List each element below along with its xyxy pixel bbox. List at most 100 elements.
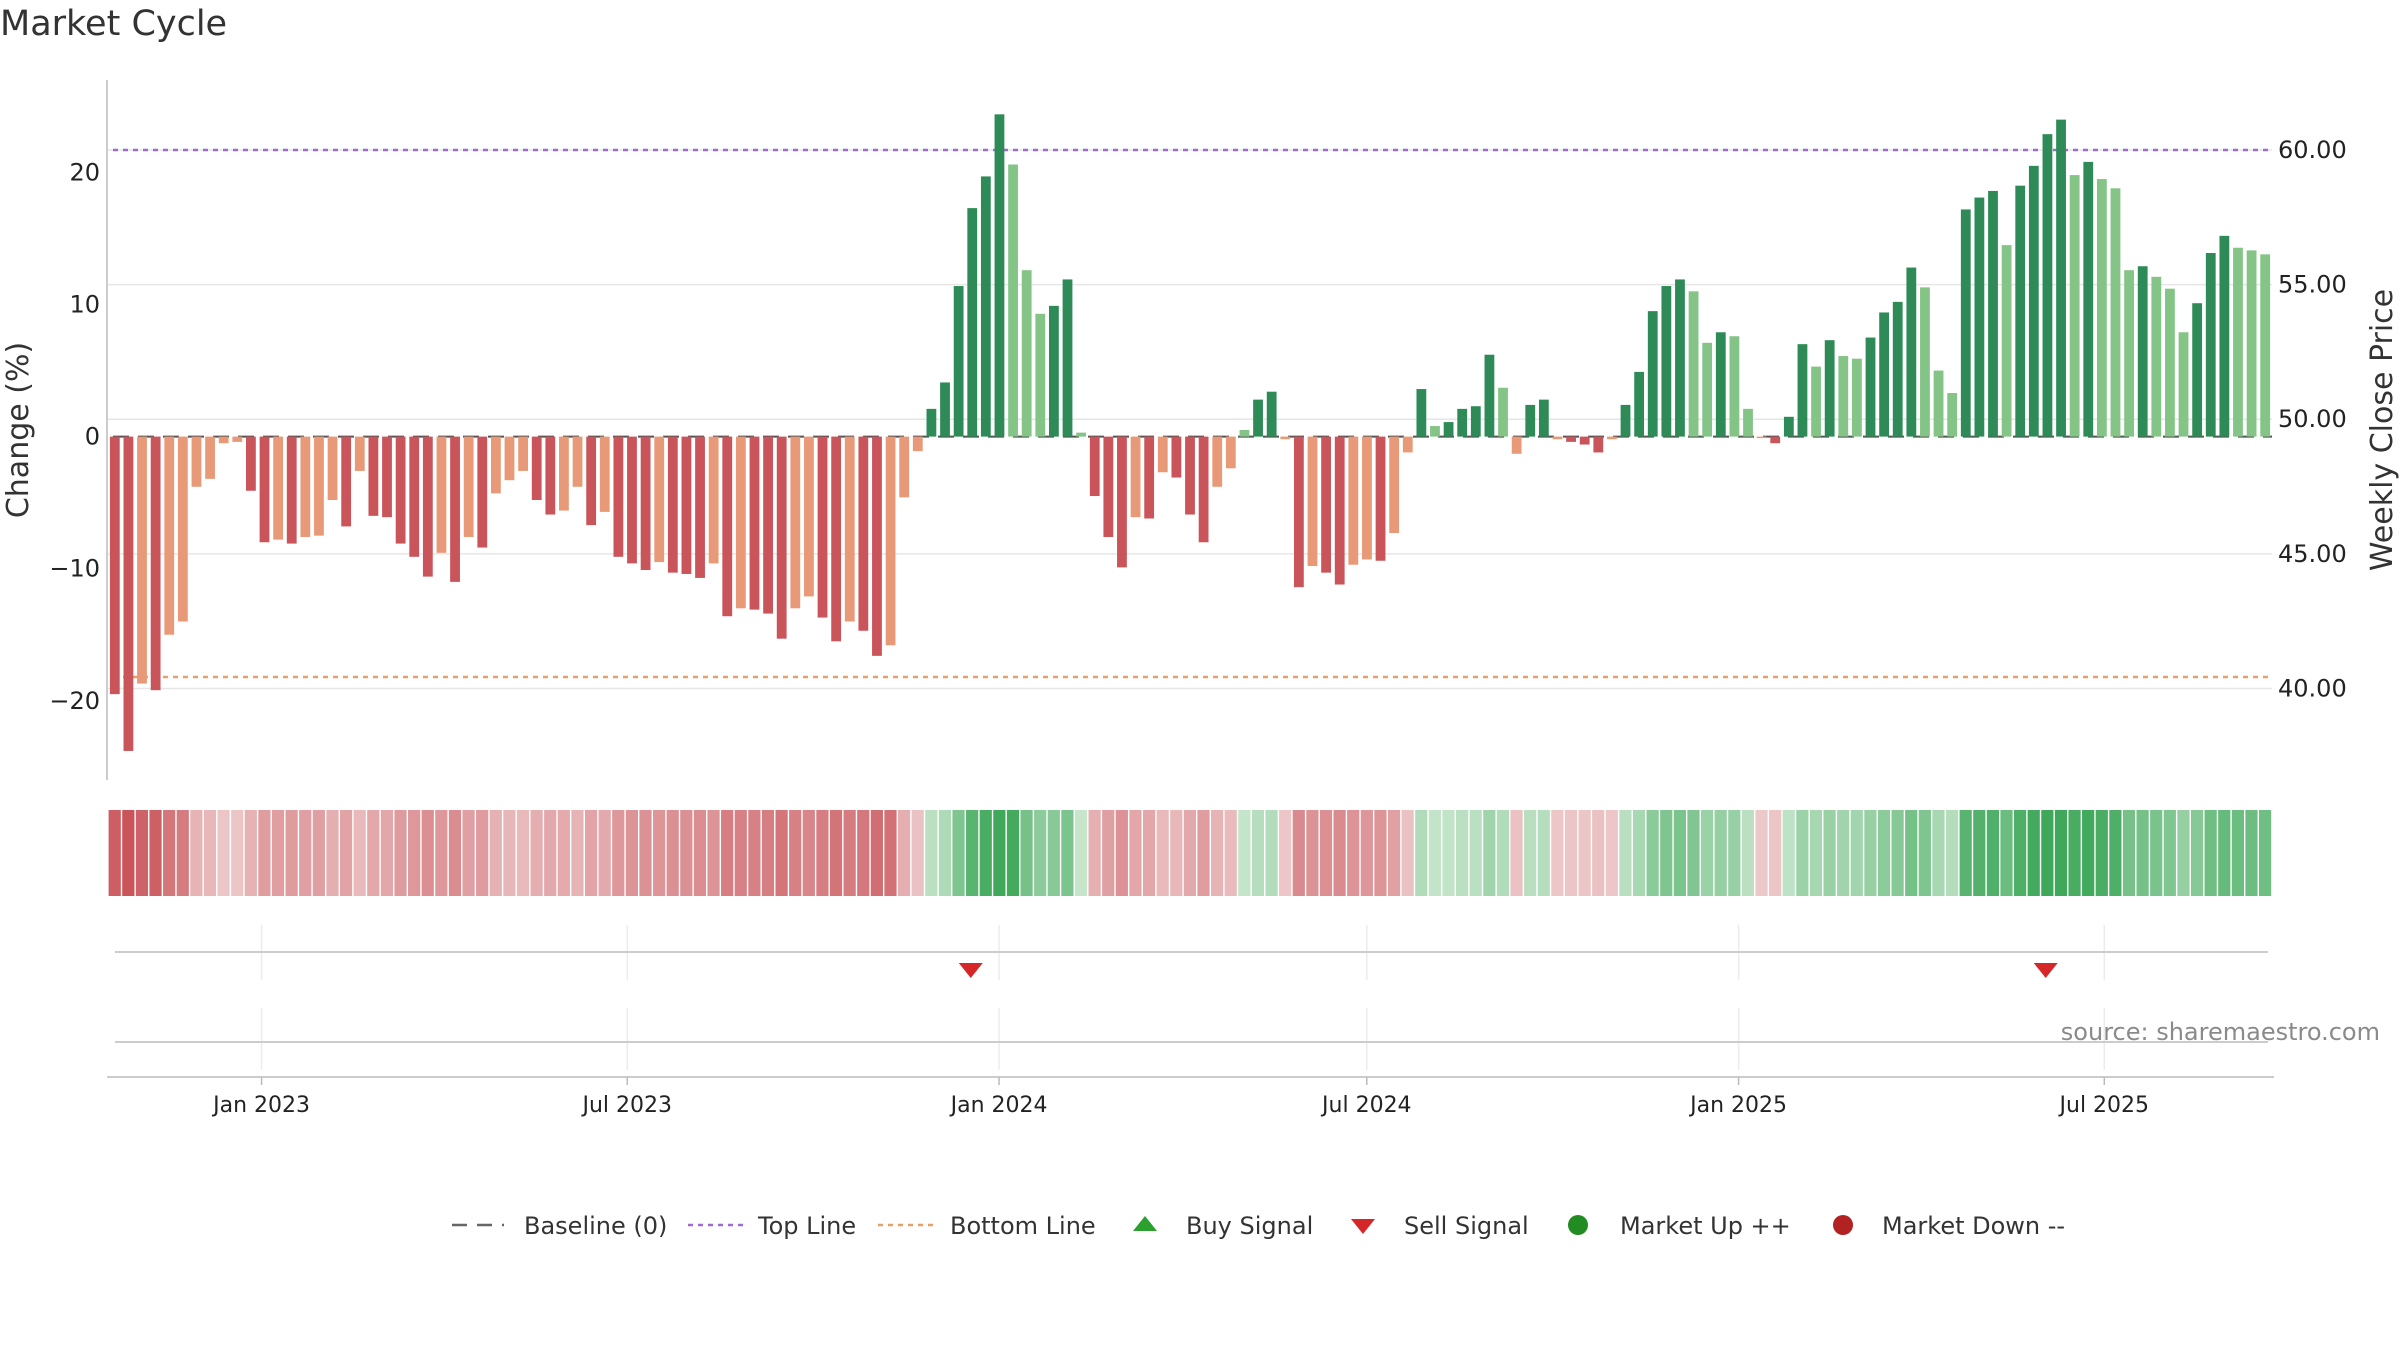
strip-cell — [1047, 810, 1060, 896]
strip-cell — [748, 810, 761, 896]
bar — [2001, 245, 2012, 437]
legend-label: Sell Signal — [1404, 1212, 1529, 1240]
bar — [2178, 332, 2189, 437]
strip-cell — [1347, 810, 1360, 896]
strip-cell — [2218, 810, 2231, 896]
bar — [1552, 436, 1563, 440]
strip-cell — [1714, 810, 1727, 896]
bar — [844, 436, 855, 622]
strip-cell — [149, 810, 162, 896]
bar — [1416, 389, 1427, 437]
strip-cell — [1796, 810, 1809, 896]
bar — [1035, 313, 1046, 437]
bar — [1960, 209, 1971, 437]
bar — [695, 436, 705, 578]
y-tick-label: −10 — [49, 555, 100, 583]
strip-cell — [1687, 810, 1700, 896]
bar — [1579, 436, 1590, 445]
bar — [831, 436, 842, 642]
bar — [177, 436, 188, 622]
strip-cell — [598, 810, 611, 896]
strip-cell — [1905, 810, 1918, 896]
bar — [2069, 175, 2080, 437]
bar — [273, 436, 284, 540]
bar — [804, 436, 814, 597]
y2-axis-ticks: 60.00 55.00 50.00 45.00 40.00 — [2278, 136, 2347, 702]
strip-cell — [353, 810, 366, 896]
strip-cell — [870, 810, 883, 896]
strip-cell — [1387, 810, 1401, 896]
strip-cell — [2204, 810, 2217, 896]
strip-cell — [2245, 810, 2258, 896]
x-axis-ticks: Jan 2023 Jul 2023 Jan 2024 Jul 2024 Jan 2025… — [211, 1077, 2149, 1118]
bar — [463, 436, 474, 537]
strip-cell — [1945, 810, 1959, 896]
strip-cell — [1769, 810, 1782, 896]
strip-cell — [1605, 810, 1618, 896]
bar — [776, 436, 787, 639]
bar — [2056, 119, 2066, 437]
strip-cell — [1156, 810, 1169, 896]
strip-cell — [1619, 810, 1632, 896]
bar — [341, 436, 352, 527]
strip-cell — [1360, 810, 1373, 896]
bar — [967, 208, 978, 437]
bar — [1362, 436, 1372, 560]
bar — [1797, 344, 1808, 437]
x-tick-label: Jan 2025 — [1688, 1093, 1787, 1118]
bar — [490, 436, 501, 494]
strip-cell — [1510, 810, 1523, 896]
bar — [885, 436, 896, 646]
bar — [1021, 270, 1032, 437]
legend-label: Market Up ++ — [1620, 1212, 1791, 1240]
legend-buy-swatch — [1133, 1216, 1157, 1231]
strip-cell — [244, 810, 257, 896]
strip-cell — [1673, 810, 1686, 896]
strip-cell — [1251, 810, 1265, 896]
bar — [708, 436, 719, 564]
strip-cell — [1823, 810, 1836, 896]
bar — [1171, 436, 1182, 478]
strip-cell — [2054, 810, 2068, 896]
bar — [763, 436, 773, 614]
bar — [749, 436, 760, 610]
y2-tick-label: 50.00 — [2278, 405, 2347, 433]
strip-cell — [1088, 810, 1101, 896]
strip-cell — [544, 810, 557, 896]
bar — [667, 436, 678, 573]
bar — [953, 286, 964, 437]
strip-cell — [1891, 810, 1904, 896]
strip-cell — [530, 810, 543, 896]
bar — [1811, 366, 1821, 437]
bar — [1198, 436, 1209, 543]
strip-cell — [1061, 810, 1074, 896]
bar — [354, 436, 365, 471]
bar — [2205, 253, 2216, 437]
strip-cell — [367, 810, 380, 896]
y2-tick-label: 45.00 — [2278, 540, 2347, 568]
bar — [1770, 436, 1781, 444]
strip-cell — [1455, 810, 1469, 896]
bar — [1253, 399, 1263, 437]
bar — [559, 436, 569, 511]
bar — [382, 436, 392, 518]
legend-label: Top Line — [757, 1212, 856, 1240]
bar — [1892, 301, 1903, 437]
signal-grid — [260, 925, 2106, 1070]
strip-cell — [680, 810, 693, 896]
strip-cell — [1646, 810, 1659, 896]
strip-cell — [2000, 810, 2013, 896]
strip-cell — [925, 810, 938, 896]
sell-signal-marker — [2033, 963, 2058, 978]
strip-cell — [1660, 810, 1673, 896]
bar — [109, 436, 120, 695]
y2-tick-label: 60.00 — [2278, 136, 2347, 164]
bar — [1865, 337, 1876, 437]
strip-cell — [843, 810, 856, 896]
x-tick-label: Jul 2025 — [2058, 1093, 2150, 1118]
strip-cell — [489, 810, 502, 896]
strip-cell — [1006, 810, 1020, 896]
bar — [1783, 416, 1794, 437]
bar — [1729, 336, 1740, 437]
